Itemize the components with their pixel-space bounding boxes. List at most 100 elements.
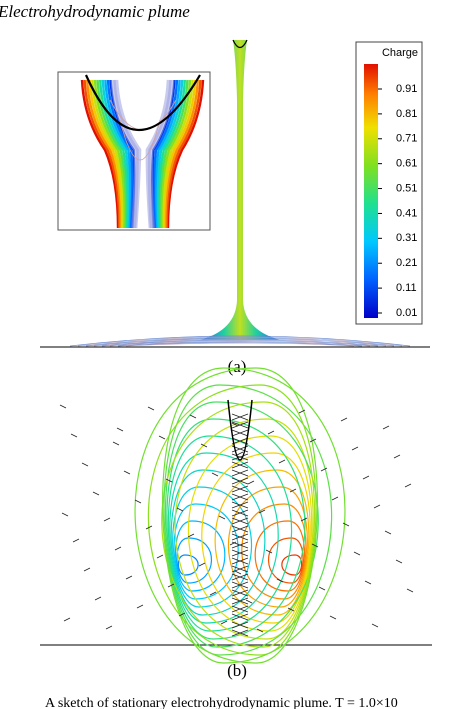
arrow bbox=[176, 507, 184, 512]
panel-b: (b) bbox=[40, 367, 432, 680]
inset-electrode bbox=[84, 74, 201, 131]
arrow bbox=[81, 462, 89, 467]
streamline bbox=[268, 537, 304, 584]
arrow bbox=[231, 605, 249, 613]
arrow bbox=[63, 617, 71, 622]
contour bbox=[101, 339, 379, 347]
arrow bbox=[231, 509, 249, 517]
arrow bbox=[234, 570, 242, 575]
arrow bbox=[342, 522, 350, 527]
arrow bbox=[218, 515, 226, 520]
panel-label: (a) bbox=[228, 357, 247, 376]
streamline bbox=[174, 520, 226, 592]
arrow bbox=[211, 472, 219, 477]
velocity-arrows bbox=[59, 404, 414, 637]
inset-contour bbox=[91, 79, 194, 229]
contour bbox=[109, 340, 371, 347]
arrow bbox=[231, 621, 249, 629]
arrow bbox=[373, 504, 381, 509]
arrow bbox=[245, 599, 253, 604]
arrow bbox=[136, 604, 144, 609]
streamline bbox=[201, 452, 311, 624]
arrow bbox=[158, 435, 166, 440]
streamline bbox=[163, 384, 333, 656]
colorbar-tick-label: 0.91 bbox=[396, 83, 417, 95]
arrow bbox=[231, 469, 249, 477]
arrow bbox=[404, 483, 412, 488]
arrow bbox=[231, 573, 249, 581]
arrow bbox=[309, 438, 317, 443]
arrow bbox=[220, 620, 228, 625]
arrow bbox=[231, 565, 249, 573]
arrow bbox=[351, 446, 359, 451]
streamlines bbox=[134, 367, 346, 664]
arrow bbox=[265, 549, 273, 554]
arrow bbox=[116, 427, 124, 432]
arrow bbox=[231, 422, 239, 427]
arrow bbox=[70, 433, 78, 438]
streamline bbox=[187, 435, 313, 632]
arrow bbox=[123, 470, 131, 475]
arrow bbox=[94, 596, 102, 601]
arrow bbox=[145, 525, 153, 530]
arrow bbox=[320, 467, 328, 472]
arrow bbox=[231, 549, 249, 557]
arrow bbox=[382, 425, 390, 430]
inset-contour bbox=[80, 79, 205, 229]
caption: A sketch of stationary electrohydrodynam… bbox=[45, 696, 398, 709]
arrow bbox=[236, 451, 244, 456]
streamline bbox=[172, 486, 253, 608]
arrow bbox=[231, 437, 249, 445]
arrow bbox=[231, 557, 249, 565]
streamline bbox=[167, 435, 293, 632]
streamline bbox=[176, 537, 212, 584]
arrow bbox=[231, 477, 249, 485]
arrow bbox=[92, 491, 100, 496]
arrow bbox=[231, 461, 249, 469]
colorbar-tick-label: 0.81 bbox=[396, 108, 417, 120]
plume bbox=[200, 40, 280, 340]
streamline bbox=[166, 418, 306, 640]
arrow bbox=[134, 499, 142, 504]
arrow bbox=[300, 517, 308, 522]
arrow bbox=[72, 538, 80, 543]
arrow bbox=[231, 629, 249, 637]
arrow bbox=[231, 413, 249, 421]
arrow bbox=[209, 591, 217, 596]
arrow bbox=[231, 613, 249, 621]
contour bbox=[85, 337, 395, 347]
streamline bbox=[169, 452, 279, 624]
arrow bbox=[112, 441, 120, 446]
arrow bbox=[231, 525, 249, 533]
arrow bbox=[256, 628, 264, 633]
arrow bbox=[187, 533, 195, 538]
arrow bbox=[229, 541, 237, 546]
contour bbox=[125, 342, 355, 347]
arrow bbox=[83, 567, 91, 572]
inset-contour bbox=[86, 79, 199, 229]
arrow bbox=[331, 496, 339, 501]
streamline bbox=[174, 418, 314, 640]
arrow bbox=[278, 459, 286, 464]
panel-a: Charge 0.91 0.81 0.71 0.61 0.51 0.41 0.31 0.21 0… bbox=[40, 39, 430, 376]
arrow bbox=[231, 581, 249, 589]
colorbar-tick-label: 0.01 bbox=[396, 307, 417, 319]
arrow bbox=[231, 517, 249, 525]
streamline bbox=[254, 520, 306, 592]
streamline bbox=[170, 469, 266, 616]
streamline bbox=[162, 367, 346, 664]
arrow bbox=[353, 551, 361, 556]
arrow bbox=[267, 430, 275, 435]
inset-contour bbox=[93, 79, 192, 229]
arrow bbox=[395, 559, 403, 564]
arrow bbox=[362, 475, 370, 480]
inset-contour bbox=[104, 79, 181, 229]
contour bbox=[77, 336, 403, 347]
arrow bbox=[231, 597, 249, 605]
arrow bbox=[231, 501, 249, 509]
arrow bbox=[393, 454, 401, 459]
streamline bbox=[134, 367, 318, 664]
contour bbox=[117, 341, 363, 347]
inset-contour bbox=[101, 79, 184, 229]
arrow bbox=[247, 480, 255, 485]
